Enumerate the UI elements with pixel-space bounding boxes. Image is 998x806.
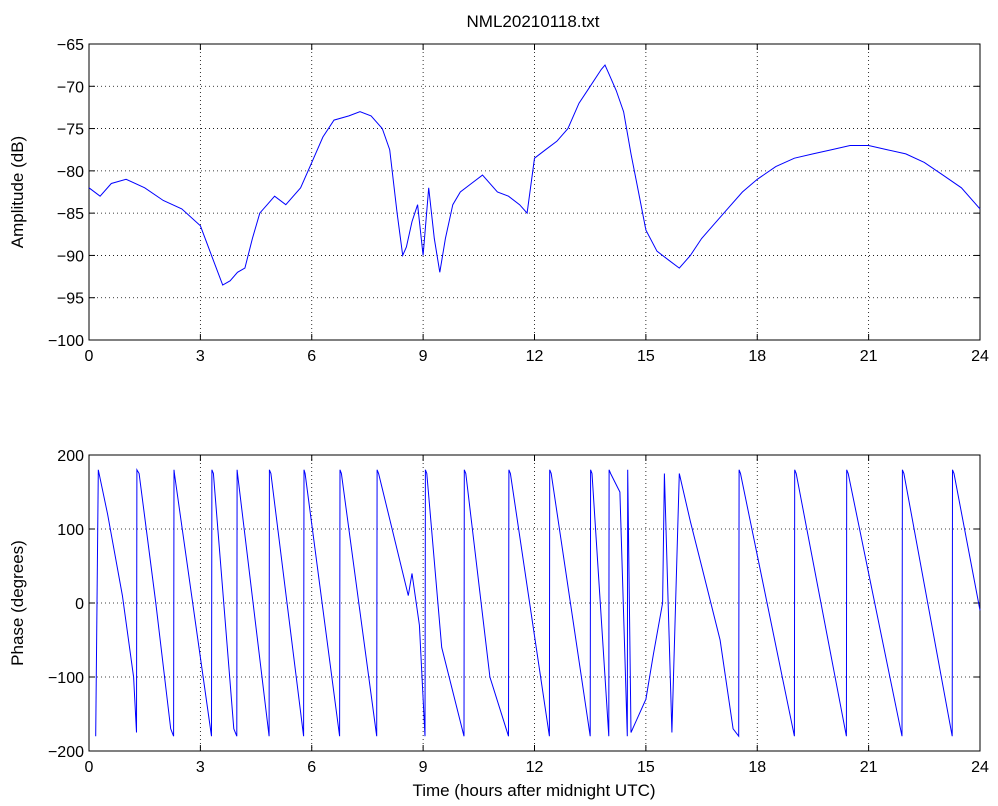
phase-y-axis-label: Phase (degrees) (8, 540, 27, 666)
phase-x-tick-label: 15 (637, 759, 655, 776)
amplitude-x-tick-label: 15 (637, 348, 655, 365)
amplitude-y-tick-label: −75 (57, 122, 84, 139)
phase-x-tick-label: 12 (526, 759, 544, 776)
phase-y-tick-label: 200 (57, 448, 84, 465)
amplitude-y-tick-label: −90 (57, 248, 84, 265)
amplitude-y-tick-label: −100 (48, 333, 84, 350)
amplitude-x-tick-label: 9 (419, 348, 428, 365)
amplitude-x-tick-label: 21 (860, 348, 878, 365)
phase-x-tick-label: 9 (419, 759, 428, 776)
amplitude-x-tick-label: 12 (526, 348, 544, 365)
amplitude-y-tick-label: −95 (57, 291, 84, 308)
amplitude-y-tick-label: −85 (57, 206, 84, 223)
phase-x-tick-label: 6 (307, 759, 316, 776)
phase-series-line (95, 467, 981, 738)
amplitude-ticks: 0 3 6 9 12 15 18 21 24 −100 −95 −90 −85 −80 −75 −70 −65 (48, 37, 989, 365)
phase-y-tick-label: 100 (57, 522, 84, 539)
chart-title: NML20210118.txt (467, 12, 600, 31)
amplitude-x-tick-label: 24 (971, 348, 989, 365)
amplitude-y-axis-label: Amplitude (dB) (8, 136, 27, 248)
amplitude-grid (89, 44, 980, 340)
amplitude-x-tick-label: 3 (196, 348, 205, 365)
amplitude-y-tick-label: −80 (57, 164, 84, 181)
phase-x-tick-label: 24 (971, 759, 989, 776)
phase-x-tick-label: 3 (196, 759, 205, 776)
amplitude-y-tick-label: −70 (57, 79, 84, 96)
amplitude-series-line (88, 64, 981, 286)
phase-y-tick-label: −100 (48, 670, 84, 687)
phase-x-tick-label: 18 (748, 759, 766, 776)
amplitude-panel: NML20210118.txt 0 3 6 9 12 15 18 21 24 −100 −95 −90… (8, 12, 989, 365)
phase-x-tick-label: 21 (860, 759, 878, 776)
time-x-axis-label: Time (hours after midnight UTC) (412, 781, 655, 800)
phase-ticks: 0 3 6 9 12 15 18 21 24 −200 −100 0 100 200 (48, 448, 989, 776)
phase-y-tick-label: 0 (75, 596, 84, 613)
amplitude-x-tick-label: 18 (748, 348, 766, 365)
amplitude-x-tick-label: 0 (85, 348, 94, 365)
phase-panel: 0 3 6 9 12 15 18 21 24 −200 −100 0 100 200 Phase (deg… (8, 448, 989, 800)
phase-x-tick-label: 0 (85, 759, 94, 776)
amplitude-y-tick-label: −65 (57, 37, 84, 54)
amplitude-x-tick-label: 6 (307, 348, 316, 365)
phase-y-tick-label: −200 (48, 744, 84, 761)
